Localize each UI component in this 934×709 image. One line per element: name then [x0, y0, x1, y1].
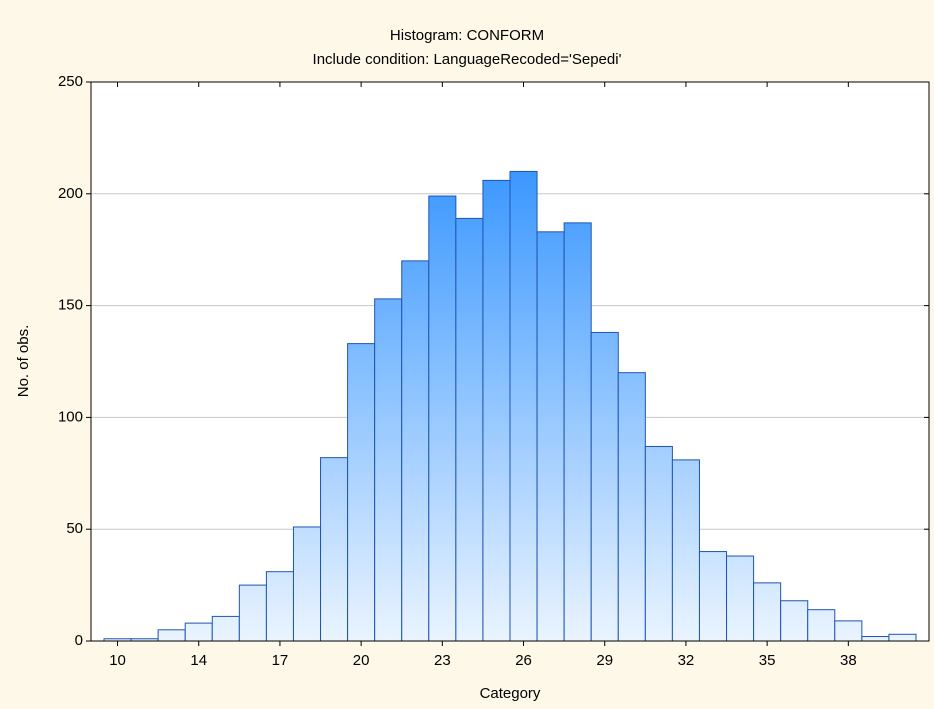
- bar: [157, 629, 186, 642]
- bar: [347, 343, 376, 642]
- x-tick-label: 20: [353, 652, 370, 669]
- bar: [807, 609, 836, 642]
- y-tick-label: 100: [58, 408, 83, 425]
- bar: [184, 622, 213, 642]
- chart-subtitle: Include condition: LanguageRecoded='Sepe…: [313, 51, 622, 68]
- bar: [698, 551, 728, 642]
- bar: [617, 372, 646, 642]
- y-tick-label: 150: [58, 297, 83, 314]
- bar: [428, 195, 457, 642]
- bar: [671, 459, 700, 642]
- y-tick-label: 50: [66, 520, 83, 537]
- y-tick-label: 250: [58, 73, 83, 90]
- bar: [482, 179, 511, 642]
- bar: [644, 445, 673, 642]
- bar: [536, 231, 565, 642]
- bar: [753, 582, 782, 642]
- x-tick-label: 38: [840, 652, 857, 669]
- x-tick-label: 14: [190, 652, 207, 669]
- bar: [374, 298, 403, 642]
- x-tick-label: 35: [759, 652, 776, 669]
- bar: [292, 526, 322, 642]
- x-axis-label: Category: [480, 685, 541, 702]
- y-axis-label: No. of obs.: [15, 325, 32, 398]
- x-tick-label: 23: [434, 652, 451, 669]
- bar: [211, 615, 240, 642]
- bar: [401, 260, 430, 642]
- x-tick-label: 17: [272, 652, 289, 669]
- bar: [590, 331, 619, 642]
- y-tick-label: 0: [75, 632, 83, 649]
- bar: [780, 600, 809, 642]
- bar: [320, 457, 349, 642]
- chart-title: Histogram: CONFORM: [390, 27, 544, 44]
- x-tick-label: 26: [515, 652, 532, 669]
- bar: [238, 584, 267, 642]
- bar: [861, 636, 890, 642]
- bar: [834, 620, 863, 642]
- x-tick-label: 29: [596, 652, 613, 669]
- bar: [888, 633, 917, 642]
- bar: [563, 222, 592, 642]
- plot-frame: [90, 81, 930, 642]
- y-tick-label: 200: [58, 185, 83, 202]
- bar: [455, 217, 484, 642]
- bar: [726, 555, 755, 642]
- bar: [509, 170, 538, 642]
- x-tick-label: 10: [109, 652, 126, 669]
- bar: [265, 571, 294, 642]
- x-tick-label: 32: [678, 652, 695, 669]
